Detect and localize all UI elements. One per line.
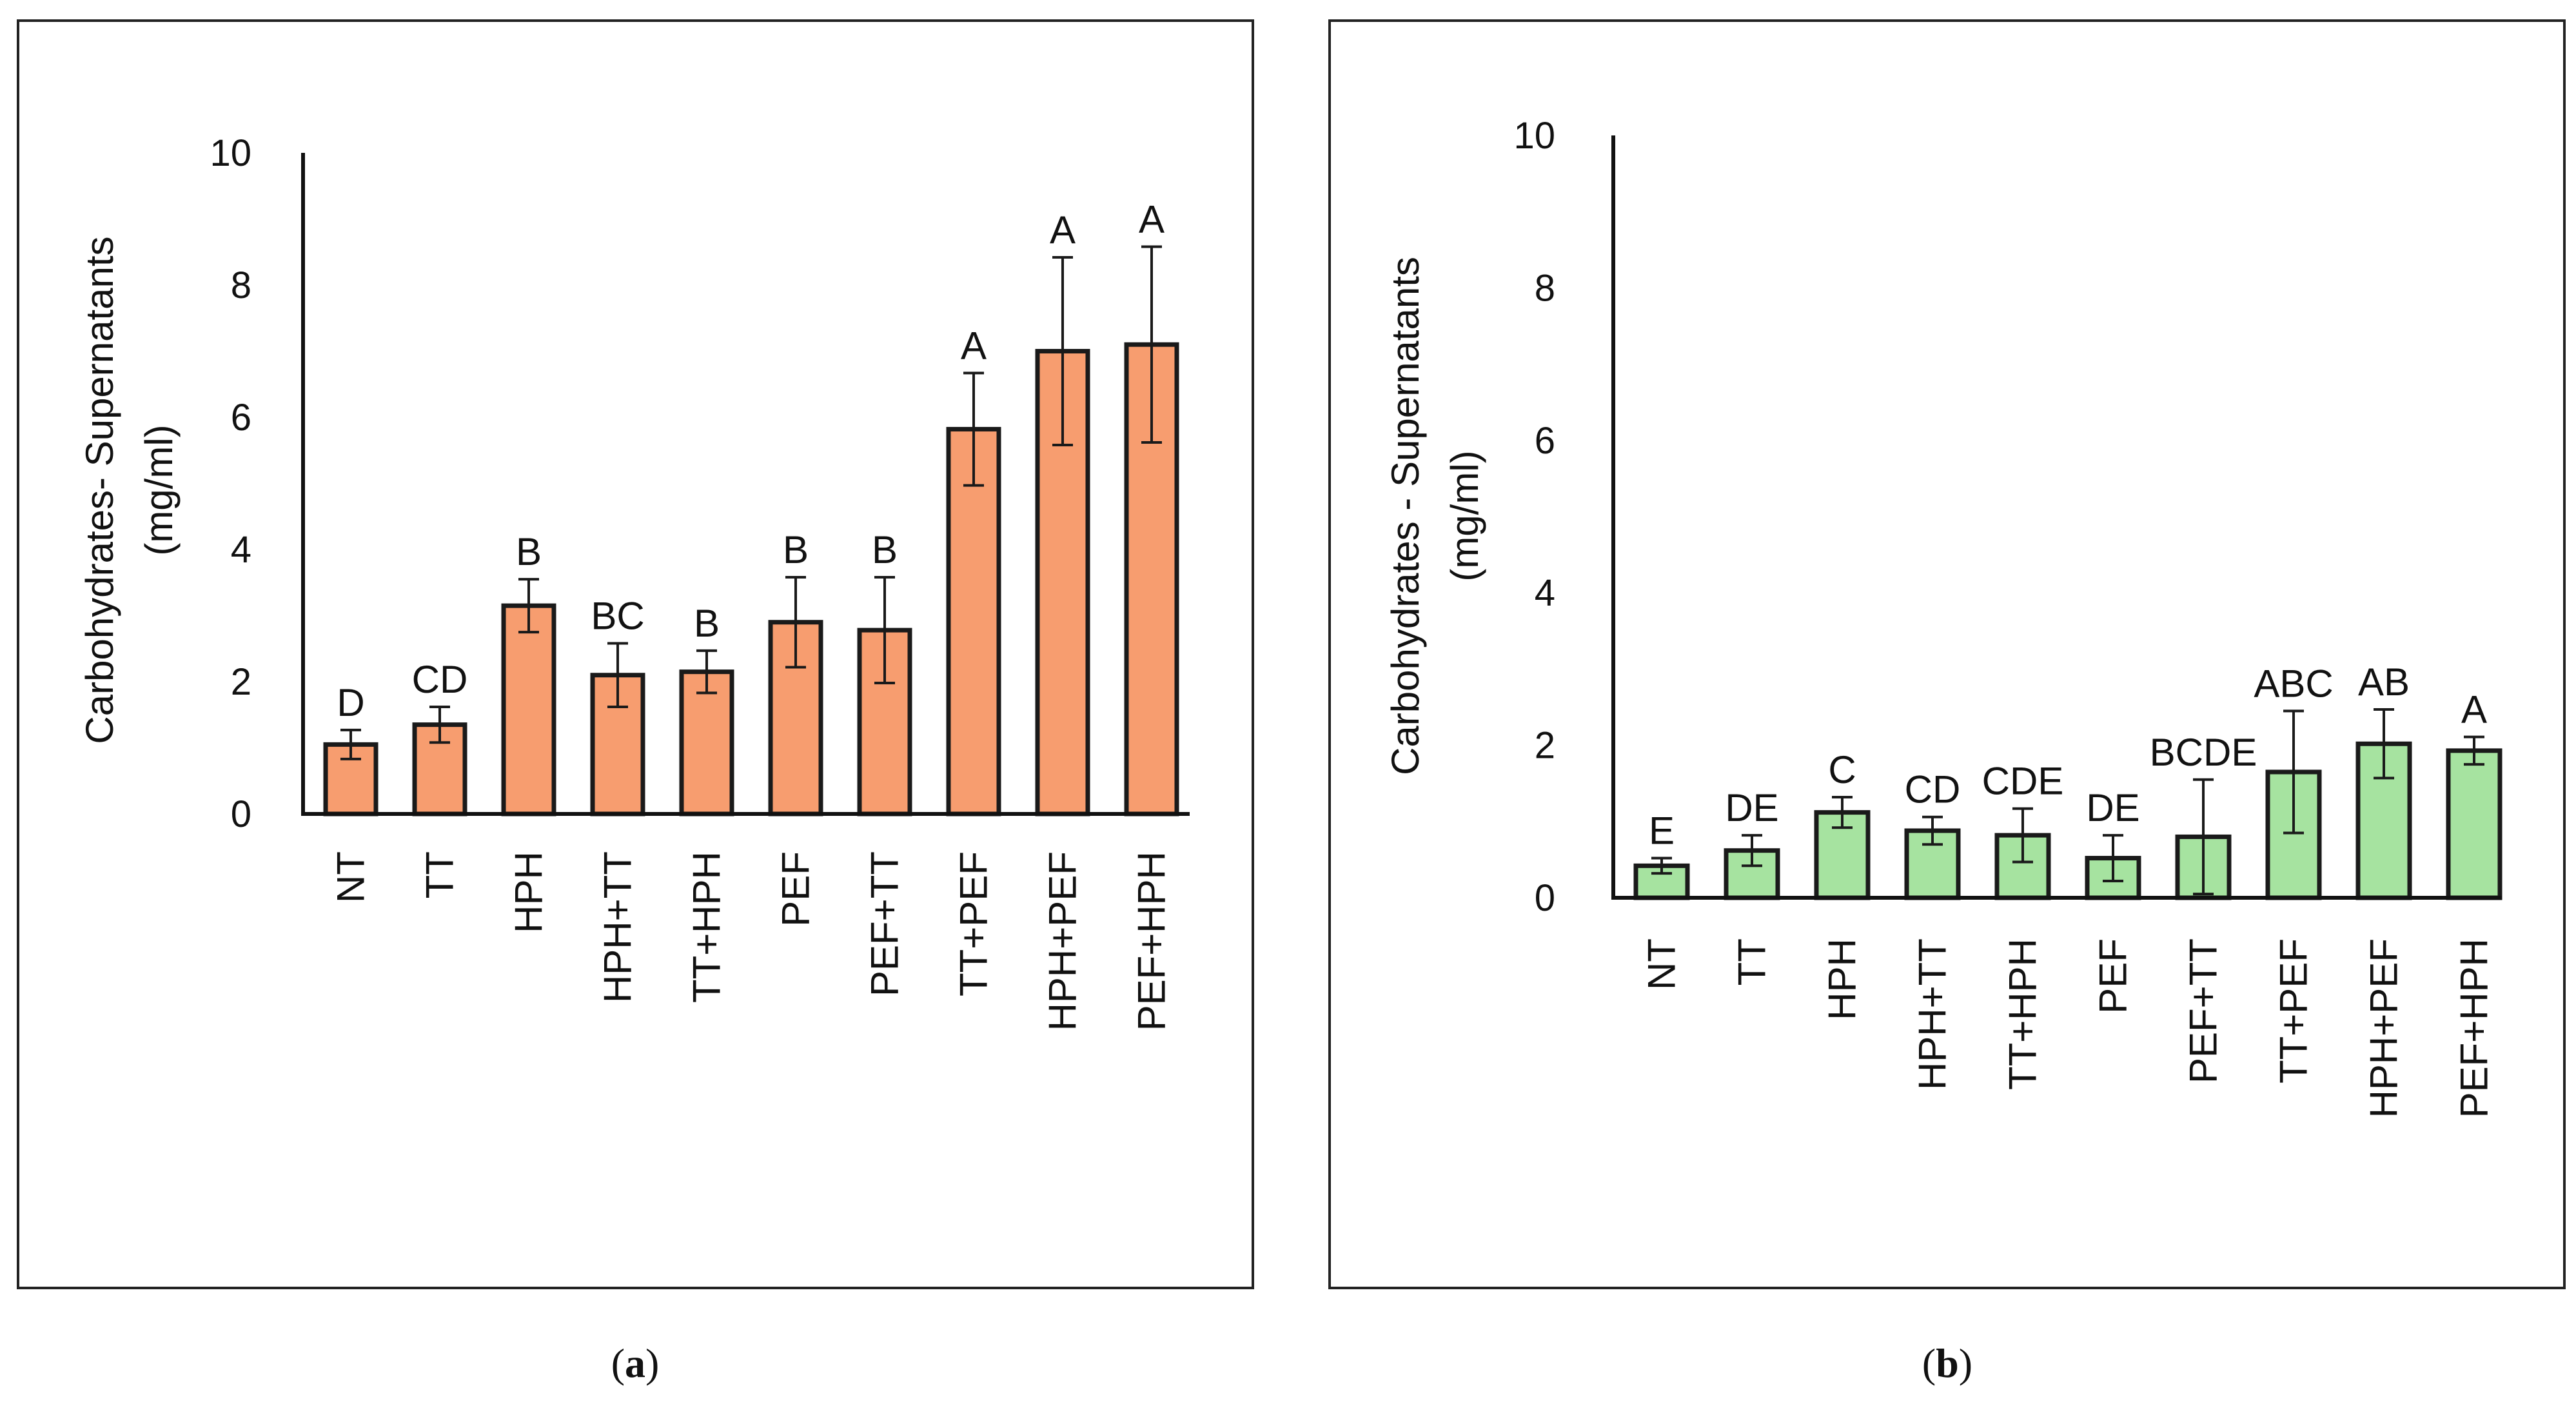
panel-a-significance-label: B (872, 528, 898, 571)
panel-a-significance-label: CD (412, 658, 468, 701)
panel-b-category-label: TT (1731, 938, 1774, 985)
panel-b-significance-label: E (1649, 809, 1675, 853)
panel-a-bar (946, 426, 1001, 817)
panel-b-category-label: PEF+HPH (2453, 938, 2496, 1118)
panel-a-category-label: HPH+PEF (1041, 851, 1085, 1031)
panel-b-significance-label: ABC (2254, 662, 2333, 705)
panel-b-significance-label: C (1828, 748, 1856, 791)
panel-a-category-label: PEF (774, 851, 818, 927)
panel-b-category-label: TT+HPH (2001, 938, 2045, 1090)
panel-a-ytick-label: 8 (231, 264, 251, 306)
panel-a-category-label: TT (418, 851, 462, 898)
panel-b-ytick-label: 8 (1535, 267, 1555, 309)
panel-a-y-axis-label: (mg/ml) (137, 424, 181, 555)
panel-a: 0 2 4 6 8 10 Carbohydrates- Supernatants (mg/ml… (17, 19, 1254, 1289)
panel-a-ytick-label: 4 (231, 529, 251, 571)
panel-a-category-label: HPH (507, 851, 551, 933)
panel-a-significance-label: D (337, 681, 364, 724)
panel-b-significance-label: A (2461, 688, 2487, 731)
panel-b-significance-label: BCDE (2150, 731, 2257, 774)
panel-b-significance-label: DE (2086, 786, 2139, 829)
panel-a-significance-label: B (783, 528, 809, 571)
panel-b-category-label: PEF+TT (2182, 938, 2225, 1084)
panel-a-significance-label: A (1139, 198, 1165, 241)
panel-a-y-axis-label: Carbohydrates- Supernatants (78, 236, 121, 744)
panel-b-y-axis-label: (mg/ml) (1443, 450, 1486, 581)
panel-b-significance-label: DE (1725, 786, 1778, 829)
panel-b-category-label: PEF (2092, 938, 2135, 1014)
panel-a-category-label: HPH+TT (596, 851, 640, 1003)
panel-b-significance-label: AB (2358, 660, 2410, 704)
panel-b-bar (2446, 748, 2502, 900)
panel-a-ytick-label: 0 (231, 793, 251, 835)
panel-a-ytick-label: 6 (231, 397, 251, 439)
panel-b-category-label: TT+PEF (2272, 938, 2315, 1084)
panel-b-category-label: NT (1640, 938, 1684, 990)
panel-b-significance-label: CD (1905, 768, 1961, 811)
panel-a-significance-label: BC (591, 595, 644, 638)
panel-a-significance-label: B (694, 602, 720, 645)
panel-a-category-label: PEF+HPH (1130, 851, 1174, 1031)
panel-b-significance-label: CDE (1982, 760, 2064, 803)
panel-b-ytick-label: 4 (1535, 572, 1555, 614)
panel-b-y-axis-label: Carbohydrates - Supernatants (1384, 257, 1427, 775)
panel-b-category-label: HPH (1821, 938, 1864, 1020)
panel-a-ytick-label: 10 (210, 132, 251, 174)
panel-b-category-label: HPH+TT (1911, 938, 1954, 1090)
panel-a-significance-label: A (1050, 208, 1076, 252)
panel-a-category-label: TT+HPH (685, 851, 729, 1003)
panel-a-significance-label: B (516, 530, 542, 573)
panel-b-ytick-label: 0 (1535, 877, 1555, 919)
panel-a-caption: (a) (611, 1340, 660, 1386)
panel-b-ytick-label: 6 (1535, 420, 1555, 462)
panel-a-category-label: PEF+TT (863, 851, 907, 996)
panel-b-ytick-label: 2 (1535, 725, 1555, 767)
panel-b: 0 2 4 6 8 10 Carbohydrates - Supernatants (mg/m… (1328, 19, 2566, 1289)
panel-a-bar (501, 603, 556, 817)
panel-a-frame (17, 19, 1254, 1289)
panel-b-caption: (b) (1922, 1340, 1972, 1386)
panel-a-significance-label: A (961, 324, 987, 367)
panel-b-category-label: HPH+PEF (2363, 938, 2406, 1118)
panel-b-frame (1328, 19, 2566, 1289)
panel-a-ytick-label: 2 (231, 661, 251, 703)
panel-a-category-label: TT+PEF (952, 851, 996, 996)
panel-a-category-label: NT (329, 851, 373, 903)
panel-b-ytick-label: 10 (1513, 115, 1555, 157)
